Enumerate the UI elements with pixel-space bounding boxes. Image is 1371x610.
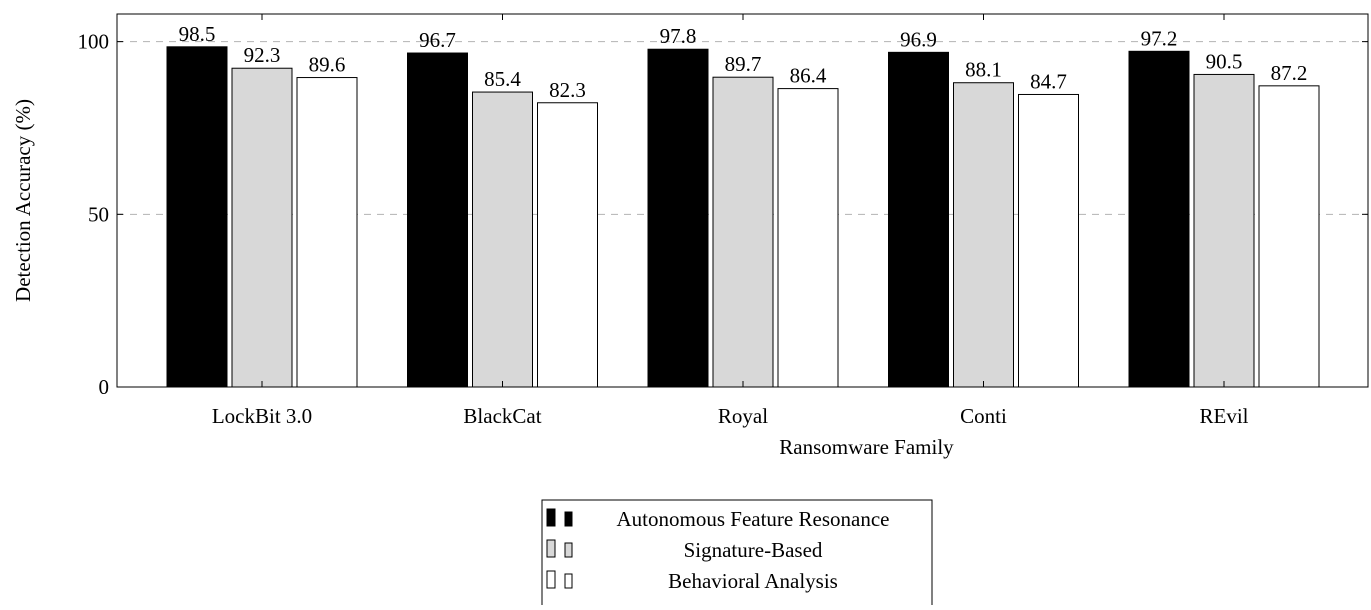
data-label: 96.9 [900, 27, 937, 51]
legend-label: Autonomous Feature Resonance [617, 507, 890, 531]
legend-label: Behavioral Analysis [668, 569, 838, 593]
data-label: 90.5 [1206, 49, 1243, 73]
x-tick-label: Royal [718, 404, 768, 428]
legend-swatch [546, 539, 556, 558]
bar [537, 102, 598, 388]
data-label: 86.4 [790, 64, 827, 88]
y-tick-label: 50 [88, 202, 109, 226]
data-label: 82.3 [549, 78, 586, 102]
bar [1258, 85, 1320, 388]
bar [407, 52, 468, 388]
bar [1018, 93, 1079, 388]
y-tick-label: 0 [99, 375, 110, 399]
legend-box [541, 499, 933, 610]
data-label: 87.2 [1271, 61, 1308, 85]
legend-swatch [546, 570, 556, 589]
legend-label: Signature-Based [684, 538, 823, 562]
data-label: 92.3 [244, 43, 281, 67]
y-axis-title: Detection Accuracy (%) [11, 99, 35, 302]
bar [1193, 73, 1255, 388]
bar [647, 48, 709, 388]
bar [888, 51, 949, 388]
bar [953, 82, 1014, 388]
data-label: 97.8 [660, 24, 697, 48]
x-tick-label: LockBit 3.0 [212, 404, 312, 428]
bar [1128, 50, 1190, 388]
x-tick-label: BlackCat [463, 404, 541, 428]
data-label: 89.6 [309, 53, 346, 77]
legend-swatch [564, 573, 573, 589]
data-label: 98.5 [179, 22, 216, 46]
x-axis-title: Ransomware Family [779, 435, 954, 459]
x-tick-label: REvil [1199, 404, 1248, 428]
x-tick-label: Conti [960, 404, 1007, 428]
bar [472, 91, 533, 388]
data-label: 97.2 [1141, 26, 1178, 50]
bar [777, 88, 839, 388]
data-label: 85.4 [484, 67, 521, 91]
bar [231, 67, 293, 388]
legend-swatch [564, 511, 573, 527]
data-label: 96.7 [419, 28, 456, 52]
data-label: 89.7 [725, 52, 762, 76]
bar [166, 46, 228, 388]
data-label: 84.7 [1030, 69, 1067, 93]
bar [296, 77, 358, 388]
legend-swatch [546, 508, 556, 527]
y-tick-label: 100 [78, 30, 110, 54]
data-label: 88.1 [965, 58, 1002, 82]
legend-swatch [564, 542, 573, 558]
bar [712, 76, 774, 388]
